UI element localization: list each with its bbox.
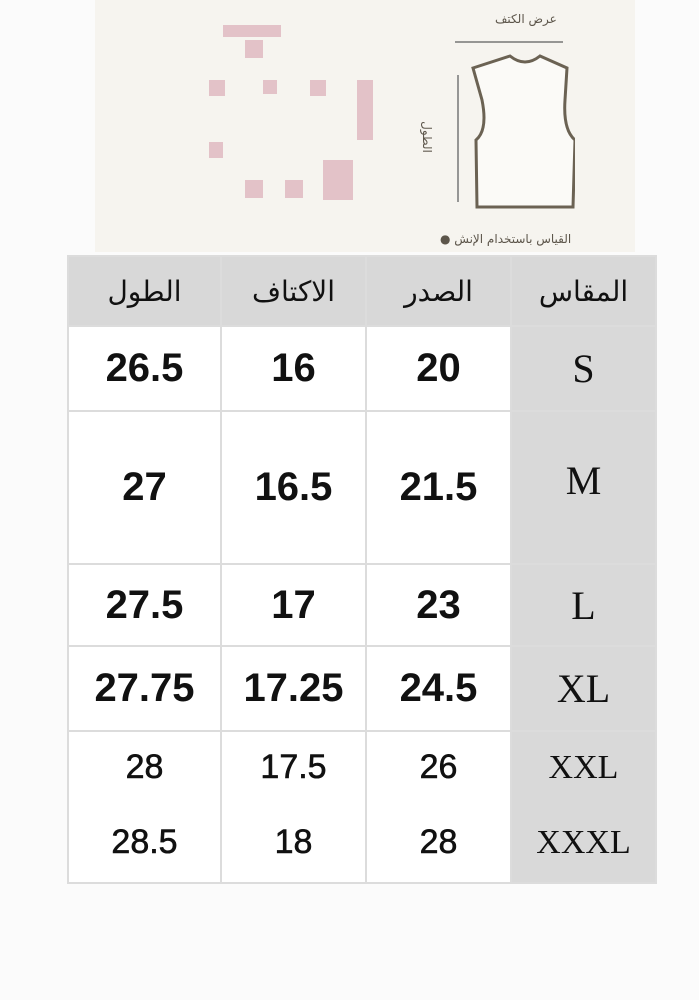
table-row: 26.5 16 20 S bbox=[67, 325, 657, 412]
cell-length: 26.5 bbox=[67, 325, 222, 412]
cell-chest: 24.5 bbox=[365, 645, 512, 732]
cell-size: XXXL bbox=[510, 803, 657, 884]
size-chart-table: الطول الاكتاف الصدر المقاس 26.5 16 20 S … bbox=[67, 255, 657, 884]
header-chest: الصدر bbox=[365, 255, 512, 327]
cell-shoulders: 17 bbox=[220, 563, 367, 647]
cell-shoulders: 18 bbox=[220, 803, 367, 884]
cell-size: XXL bbox=[510, 730, 657, 803]
note-text: القياس باستخدام الإنش bbox=[454, 232, 572, 246]
cell-chest: 21.5 bbox=[365, 410, 512, 565]
cell-size: L bbox=[510, 563, 657, 647]
cell-size: S bbox=[510, 325, 657, 412]
measurement-note: ● القياس باستخدام الإنش bbox=[440, 232, 571, 246]
table-row: 28.5 18 28 XXXL bbox=[67, 803, 657, 884]
cell-shoulders: 16 bbox=[220, 325, 367, 412]
cell-size: M bbox=[510, 410, 657, 565]
table-row: 28 17.5 26 XXL bbox=[67, 730, 657, 803]
table-row: 27.5 17 23 L bbox=[67, 563, 657, 647]
header-size: المقاس bbox=[510, 255, 657, 327]
cell-length: 28 bbox=[67, 730, 222, 803]
table-row: 27.75 17.25 24.5 XL bbox=[67, 645, 657, 732]
cell-chest: 23 bbox=[365, 563, 512, 647]
cell-length: 27 bbox=[67, 410, 222, 565]
bullet-icon: ● bbox=[440, 232, 455, 246]
header-shoulders: الاكتاف bbox=[220, 255, 367, 327]
cell-shoulders: 16.5 bbox=[220, 410, 367, 565]
measurement-diagram: عرض الكتف الطول ● القياس باستخدام الإنش bbox=[95, 0, 635, 252]
cell-length: 28.5 bbox=[67, 803, 222, 884]
cell-length: 27.5 bbox=[67, 563, 222, 647]
cell-shoulders: 17.5 bbox=[220, 730, 367, 803]
shoulder-width-label: عرض الكتف bbox=[495, 12, 557, 26]
cell-length: 27.75 bbox=[67, 645, 222, 732]
cell-shoulders: 17.25 bbox=[220, 645, 367, 732]
vest-outline-icon bbox=[455, 41, 575, 209]
cell-chest: 20 bbox=[365, 325, 512, 412]
cell-chest: 26 bbox=[365, 730, 512, 803]
cell-chest: 28 bbox=[365, 803, 512, 884]
cell-size: XL bbox=[510, 645, 657, 732]
table-row: 27 16.5 21.5 M bbox=[67, 410, 657, 565]
header-length: الطول bbox=[67, 255, 222, 327]
table-header-row: الطول الاكتاف الصدر المقاس bbox=[67, 255, 657, 327]
